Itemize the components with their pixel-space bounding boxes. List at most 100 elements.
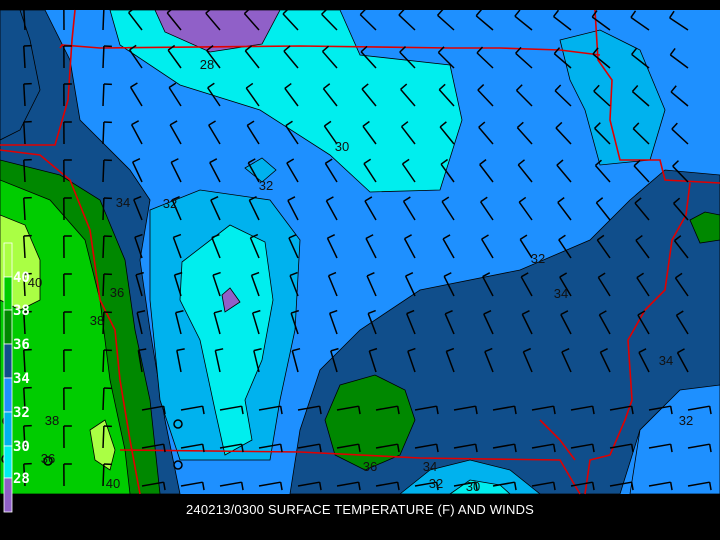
wind-barb-flag (215, 348, 224, 352)
wind-barb-flag (519, 234, 528, 241)
legend-label: 32 (13, 405, 30, 421)
wind-barb (515, 89, 533, 107)
wind-barb (23, 349, 26, 373)
wind-barb (249, 237, 260, 259)
legend-label: 30 (13, 439, 30, 455)
wind-barb-flag (329, 309, 338, 314)
wind-barb (675, 314, 689, 335)
wind-barbs (23, 6, 712, 491)
wind-barb-flag (474, 482, 478, 491)
wind-barb-flag (481, 234, 489, 240)
wind-barb-flag (552, 482, 556, 491)
wind-barb-flag (359, 8, 367, 16)
wind-barb (596, 239, 611, 259)
wind-barb (284, 87, 299, 107)
wind-barb (207, 87, 221, 107)
wind-barb-flag (357, 444, 361, 453)
wind-barb-flag (600, 348, 608, 353)
wind-barb (137, 350, 143, 373)
wind-barb-flag (251, 271, 260, 277)
wind-barb-flag (595, 197, 604, 204)
wind-barb (669, 17, 689, 31)
wind-barb (634, 202, 650, 221)
state-boundary-line (119, 449, 581, 495)
wind-barb (133, 199, 143, 221)
wind-barb-flag (438, 83, 446, 91)
wind-barb (554, 90, 572, 107)
wind-barb-flag (631, 85, 639, 93)
wind-barb-flag (249, 196, 257, 201)
wind-barb-flag (288, 233, 297, 239)
wind-barb-flag (162, 406, 166, 415)
wind-barb (519, 239, 533, 259)
wind-barb (102, 273, 105, 297)
wind-barb-flag (553, 47, 561, 55)
wind-barb (209, 162, 221, 183)
wind-barb (129, 86, 143, 107)
wind-barb (593, 90, 611, 107)
wind-barb (676, 352, 689, 373)
wind-barb-flag (162, 482, 166, 491)
wind-barb (399, 51, 416, 69)
wind-barb (553, 15, 572, 31)
wind-barb (128, 12, 143, 31)
wind-barb (325, 200, 338, 221)
wind-barb (570, 481, 593, 487)
wind-barb (560, 314, 572, 335)
wind-barb-flag (482, 272, 491, 278)
wind-barb-flag (138, 348, 147, 352)
contour-label: 40 (106, 476, 120, 491)
wind-barb-flag (552, 9, 560, 18)
wind-barb-flag (176, 348, 185, 352)
wind-barb (558, 239, 572, 259)
wind-barb (219, 443, 242, 449)
wind-barb-flag (327, 234, 336, 239)
wind-barb-flag (443, 272, 452, 277)
wind-barb (282, 13, 299, 31)
wind-barb-flag (560, 310, 569, 316)
wind-barb-flag (630, 482, 634, 491)
wind-barb-flag (599, 310, 607, 316)
state-boundary-line (594, 9, 720, 184)
wind-barb-flag (435, 444, 439, 453)
wind-barb-flag (669, 482, 673, 491)
wind-barb (166, 12, 182, 31)
wind-barb-flag (129, 44, 137, 51)
wind-barb-flag (362, 120, 370, 127)
wind-barb (402, 200, 416, 221)
wind-barb (365, 238, 377, 259)
wind-barb-flag (513, 406, 517, 415)
wind-barb (648, 405, 671, 411)
wind-barb (687, 405, 710, 411)
wind-barb (102, 235, 105, 259)
map-caption: 240213/0300 SURFACE TEMPERATURE (F) AND … (185, 502, 535, 517)
fill-below-28 (154, 9, 281, 53)
wind-barb (592, 53, 611, 69)
wind-barb (321, 50, 338, 69)
wind-barb (414, 405, 437, 411)
wind-barb (403, 238, 416, 259)
wind-barb-flag (131, 120, 140, 126)
wind-barb (553, 53, 572, 69)
wind-barb-flag (283, 45, 291, 52)
wind-barb-flag (201, 444, 205, 453)
state-boundary-line (0, 149, 141, 495)
wind-barb (246, 124, 260, 145)
wind-barb-flag (484, 347, 493, 353)
wind-barb (531, 443, 554, 449)
wind-barb (170, 161, 182, 183)
wind-barb (285, 125, 299, 145)
wind-barb-flag (404, 234, 412, 240)
wind-barb-flag (557, 196, 565, 203)
wind-barb (102, 387, 105, 411)
wind-barb-flag (637, 310, 646, 316)
wind-barb-flag (480, 196, 488, 203)
wind-barb-flag (279, 482, 283, 491)
wind-barb-flag (669, 10, 675, 19)
wind-barb (375, 481, 398, 487)
wind-barb-flag (134, 233, 143, 238)
wind-barb-flag (630, 10, 637, 18)
wind-barb-flag (435, 482, 439, 491)
wind-barb-flag (357, 406, 361, 415)
wind-barb (297, 443, 320, 449)
